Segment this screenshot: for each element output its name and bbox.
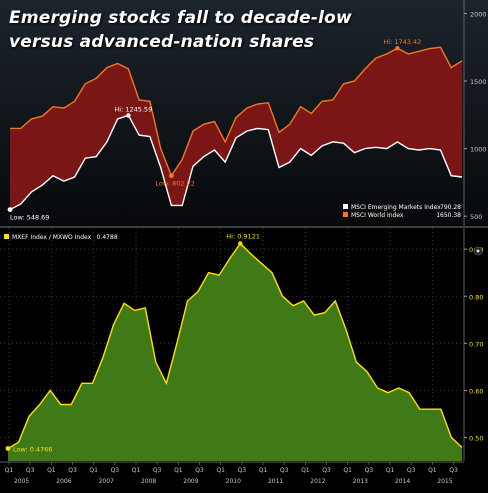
ratio-low-marker	[5, 446, 11, 451]
x-year-label-2010: 2010	[226, 478, 241, 485]
bottom-chart-svg: 0.500.600.700.800.90MXEF Index / MXWO In…	[0, 228, 483, 485]
legend-label-ratio: MXEF Index / MXWO Index	[12, 234, 92, 241]
legend-swatch-em	[343, 204, 348, 209]
world-low-label: Low: 802.22	[155, 180, 194, 188]
x-quarter-label-14: Q1	[301, 467, 310, 474]
x-quarter-label-16: Q1	[343, 467, 352, 474]
bottom-chart-panel: 0.500.600.700.800.90MXEF Index / MXWO In…	[0, 228, 488, 489]
legend-label-world: MSCI World Index	[351, 212, 404, 219]
ratio-low-label: Low: 0.4766	[13, 445, 52, 453]
x-quarter-label-20: Q1	[428, 467, 437, 474]
x-year-label-2008: 2008	[141, 478, 156, 485]
chart-title-line-1: Emerging stocks fall to decade-low	[9, 8, 352, 28]
legend-value-em: 790.28	[440, 204, 461, 211]
world-hi-marker	[395, 45, 400, 51]
x-quarter-label-9: Q3	[195, 467, 204, 474]
bottom-y-tick-label-3: 0.80	[469, 293, 483, 301]
world-index-line	[10, 46, 463, 178]
x-year-label-2015: 2015	[437, 478, 452, 485]
em-low-label: Low: 548.69	[10, 214, 49, 222]
x-quarter-label-15: Q3	[322, 467, 331, 474]
x-quarter-label-3: Q3	[68, 467, 77, 474]
x-quarter-label-17: Q3	[365, 467, 374, 474]
eye-icon-pupil	[476, 249, 480, 253]
legend-value-ratio: 0.4788	[97, 234, 118, 241]
x-quarter-label-2: Q1	[47, 467, 56, 474]
bottom-legend: MXEF Index / MXWO Index 0.4788	[4, 234, 118, 241]
top-y-tick-label-1: 1000	[470, 146, 487, 154]
world-hi-label: Hi: 1743.42	[383, 38, 421, 46]
legend-swatch-world	[343, 212, 348, 217]
x-quarter-label-8: Q1	[174, 467, 183, 474]
x-quarter-label-13: Q3	[280, 467, 289, 474]
x-quarter-label-19: Q3	[407, 467, 416, 474]
ratio-area-fill	[8, 243, 462, 461]
legend-value-world: 1650.38	[436, 212, 461, 219]
x-year-label-2013: 2013	[353, 478, 368, 485]
top-legend: MSCI Emerging Markets Index 790.28 MSCI Wo…	[343, 204, 461, 219]
world-low-marker	[169, 173, 174, 179]
em-index-line	[9, 114, 463, 211]
x-quarter-label-7: Q3	[153, 467, 162, 474]
x-quarter-label-10: Q1	[216, 467, 225, 474]
bottom-y-tick-label-0: 0.50	[469, 434, 483, 442]
x-year-label-2012: 2012	[310, 478, 325, 485]
bottom-y-tick-label-1: 0.60	[469, 387, 483, 395]
em-hi-label: Hi: 1245.59	[114, 105, 152, 113]
x-quarter-label-12: Q1	[259, 467, 268, 474]
x-quarter-label-21: Q3	[449, 467, 458, 474]
x-year-label-2014: 2014	[395, 478, 410, 485]
legend-swatch-ratio	[4, 234, 9, 239]
panel-divider	[0, 226, 488, 228]
top-chart-svg: 500 1000 1500 2000 Hi: 1245.59 Low: 548.69 Hi:…	[7, 0, 487, 227]
x-quarter-label-0: Q1	[5, 467, 14, 474]
top-y-tick-label-2: 1500	[470, 78, 487, 86]
x-quarter-label-5: Q3	[111, 467, 120, 474]
em-low-marker	[7, 207, 13, 213]
chart-title-line-2: versus advanced-nation shares	[9, 32, 315, 52]
top-y-tick-label-3: 2000	[470, 11, 487, 19]
x-quarter-label-1: Q3	[26, 467, 35, 474]
top-y-tick-label-0: 500	[470, 213, 482, 221]
x-quarter-label-4: Q1	[89, 467, 98, 474]
x-year-label-2007: 2007	[99, 478, 114, 485]
x-quarter-label-11: Q3	[238, 467, 247, 474]
x-quarter-label-18: Q1	[386, 467, 395, 474]
x-year-label-2009: 2009	[183, 478, 198, 485]
legend-label-em: MSCI Emerging Markets Index	[351, 204, 441, 211]
x-quarter-label-6: Q1	[132, 467, 141, 474]
ratio-line	[7, 242, 463, 450]
x-year-label-2006: 2006	[56, 478, 71, 485]
ratio-hi-label: Hi: 0.9121	[226, 232, 260, 240]
x-year-label-2011: 2011	[268, 478, 283, 485]
ratio-hi-marker	[238, 241, 243, 246]
bottom-y-tick-label-2: 0.70	[469, 340, 483, 348]
em-hi-marker	[126, 113, 131, 118]
x-year-label-2005: 2005	[14, 478, 29, 485]
world-em-gap-area	[10, 47, 462, 210]
top-chart-panel: 500 1000 1500 2000 Hi: 1245.59 Low: 548.69 Hi:…	[0, 0, 488, 227]
